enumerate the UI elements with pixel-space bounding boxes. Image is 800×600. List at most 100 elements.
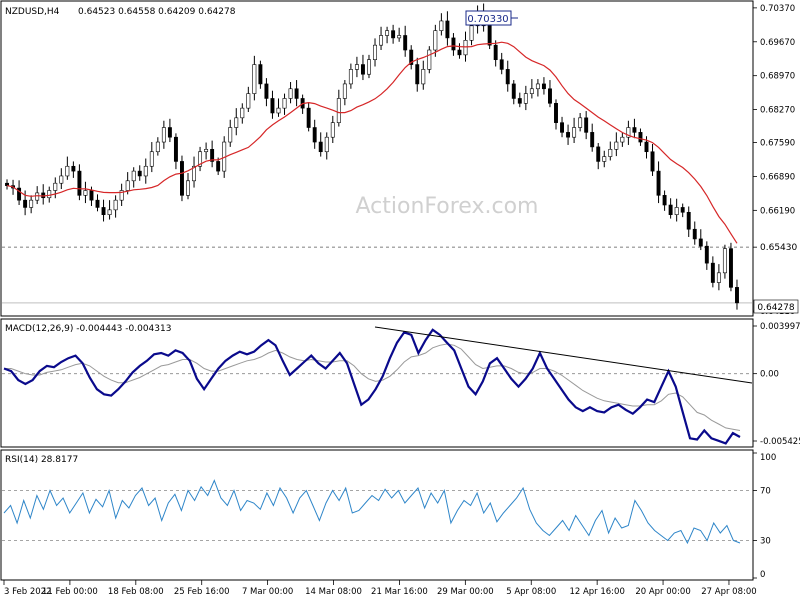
candle-body [125, 180, 130, 191]
candle-body [668, 204, 673, 216]
price-tick-label: 0.68270 [760, 106, 795, 116]
candle-body [487, 25, 492, 46]
macd-panel [0, 318, 754, 448]
watermark: ActionForex.com [356, 194, 539, 219]
candle-body [101, 207, 106, 216]
candle-body [306, 107, 311, 128]
candle-body [318, 141, 323, 153]
candle-body [409, 49, 414, 65]
candle-body [499, 59, 504, 70]
macd-signal-line [4, 343, 741, 431]
candle-body [560, 122, 564, 133]
candle-body [662, 195, 667, 206]
candle-body [572, 127, 577, 138]
candle-body [535, 83, 540, 90]
candle-body [137, 170, 142, 177]
time-tick-label: 7 Mar 00:00 [242, 587, 293, 597]
candle-body [728, 248, 733, 288]
candle-body [716, 272, 721, 283]
price-tick-label: 0.69670 [760, 38, 795, 48]
candle-body [71, 165, 76, 172]
candle-body [173, 136, 178, 162]
candle-body [529, 88, 534, 94]
candle-body [566, 132, 571, 138]
candle-body [276, 107, 281, 114]
candle-body [596, 146, 601, 162]
time-tick-label: 5 Apr 08:00 [506, 587, 556, 597]
candle-body [210, 149, 215, 162]
candle-body [354, 64, 359, 70]
time-tick-label: 14 Mar 08:00 [305, 587, 362, 597]
high-label: 0.70330 [467, 14, 508, 25]
candle-body [198, 151, 203, 167]
macd-tick-label: 0.003997 [760, 322, 800, 332]
candle-body [626, 127, 631, 138]
candle-body [258, 64, 263, 85]
rsi-label: RSI(14) 28.8177 [5, 455, 78, 465]
candle-body [602, 156, 607, 162]
candle-body [644, 141, 649, 153]
price-tick-label: 0.65430 [760, 243, 797, 253]
rsi-tick-label: 0 [760, 570, 765, 580]
macd-label: MACD(12,26,9) -0.004443 -0.004313 [5, 324, 171, 334]
candle-body [445, 20, 450, 39]
candle-body [632, 127, 637, 133]
candle-body [698, 238, 703, 247]
candle-body [29, 199, 34, 208]
candle-body [342, 83, 347, 99]
candle-body [246, 93, 251, 109]
candle-body [391, 30, 396, 39]
price-tick-label: 0.68970 [760, 72, 795, 82]
candle-body [656, 170, 661, 196]
candle-body [234, 117, 239, 128]
symbol-label: NZDUSD,H4 [5, 7, 60, 17]
candle-body [113, 199, 118, 211]
price-tick-label: 0.70370 [760, 4, 795, 14]
candle-body [360, 64, 365, 75]
candle-body [161, 127, 166, 143]
candle-body [385, 30, 390, 36]
candle-body [47, 190, 52, 199]
macd-axis: 0.003997 0.00 -0.005425 [753, 322, 800, 447]
price-dashed-levels [2, 246, 752, 304]
candle-body [686, 211, 691, 230]
candle-body [704, 245, 709, 264]
candle-body [336, 98, 341, 123]
candle-body [23, 199, 28, 208]
price-tick-label: 0.66190 [760, 206, 795, 216]
time-tick-label: 12 Apr 16:00 [569, 587, 624, 597]
candle-body [330, 122, 335, 138]
candle-body [270, 98, 275, 114]
price-tick-label: 0.67590 [760, 139, 795, 149]
macd-line [3, 328, 741, 445]
candle-body [403, 35, 408, 51]
rsi-levels [2, 490, 752, 541]
moving-average-line [6, 41, 738, 244]
time-tick-label: 18 Feb 08:00 [108, 587, 164, 597]
time-tick-label: 11 Feb 00:00 [42, 587, 98, 597]
candle-body [35, 192, 40, 201]
current-price-box [753, 299, 799, 314]
time-tick-label: 21 Mar 16:00 [371, 587, 428, 597]
time-tick-label: 3 Feb 2022 [4, 587, 52, 597]
candle-body [155, 141, 160, 153]
candle-body [463, 40, 468, 56]
candle-body [439, 20, 444, 31]
candle-body [312, 127, 317, 143]
ohlc-values: 0.64523 0.64558 0.64209 0.64278 [78, 7, 236, 17]
current-price-label: 0.64278 [757, 303, 794, 313]
macd-trendline [374, 326, 753, 384]
candle-body [264, 83, 269, 99]
candle-body [554, 102, 558, 123]
time-tick-label: 20 Apr 00:00 [635, 587, 690, 597]
candle-body [83, 190, 88, 196]
candle-body [77, 170, 82, 196]
candle-body [638, 132, 643, 143]
candle-body [541, 83, 546, 90]
candle-body [397, 35, 402, 39]
candle-body [252, 64, 257, 94]
candle-body [433, 30, 438, 51]
candle-body [167, 127, 172, 138]
candle-body [65, 165, 70, 177]
candle-body [692, 228, 697, 240]
